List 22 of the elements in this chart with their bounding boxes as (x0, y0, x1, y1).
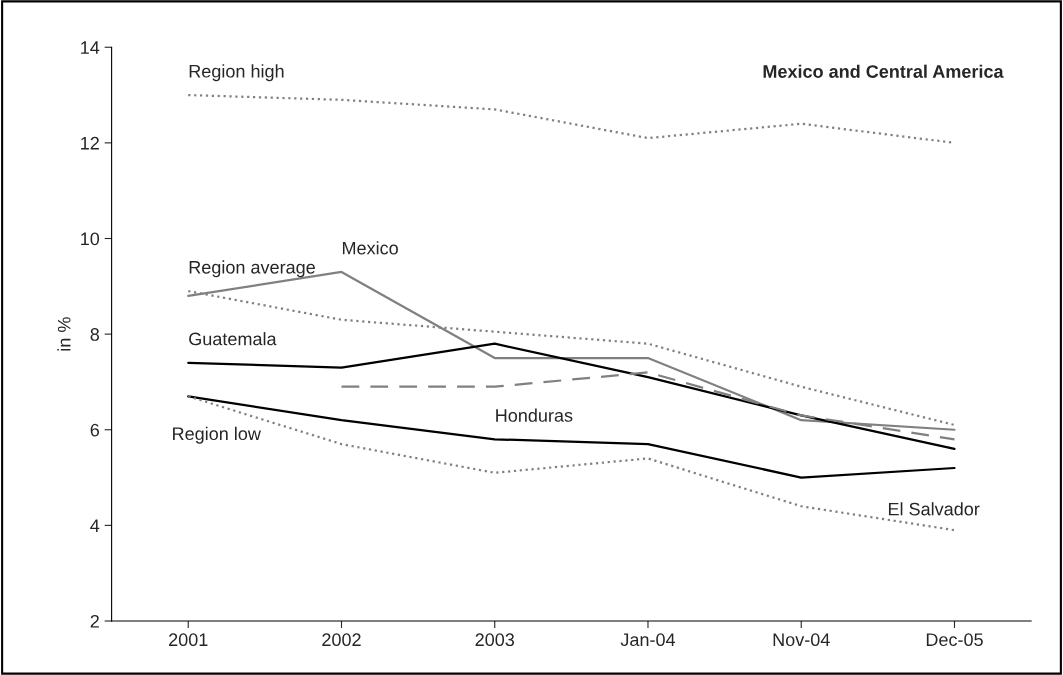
y-tick-label: 4 (90, 519, 100, 532)
y-tick-label: 2 (90, 614, 99, 628)
annotation: Region average (189, 260, 315, 278)
y-tick-label: 6 (90, 423, 100, 437)
x-tick-label: Nov-04 (773, 633, 830, 647)
x-tick-label: Dec-05 (926, 633, 983, 647)
x-tick-label: 2003 (475, 633, 515, 647)
annotation: Mexico (342, 241, 398, 255)
annotation: Honduras (496, 408, 573, 422)
annotation: Region high (189, 64, 284, 82)
y-tick-label: 8 (90, 328, 100, 341)
x-tick-label: Jan-04 (620, 633, 676, 647)
text: Mexico and Central America (763, 64, 1004, 78)
y-tick-label: 14 (81, 41, 100, 54)
annotation: El Salvador (888, 502, 980, 516)
annotation: Region low (173, 426, 261, 444)
x-tick-label: 2002 (322, 633, 361, 647)
annotation: Guatemala (189, 332, 277, 346)
x-tick-label: 2001 (169, 633, 208, 647)
y-tick-label: 10 (81, 232, 100, 246)
y-axis-title: in % (57, 317, 71, 351)
y-tick-label: 12 (81, 136, 99, 150)
